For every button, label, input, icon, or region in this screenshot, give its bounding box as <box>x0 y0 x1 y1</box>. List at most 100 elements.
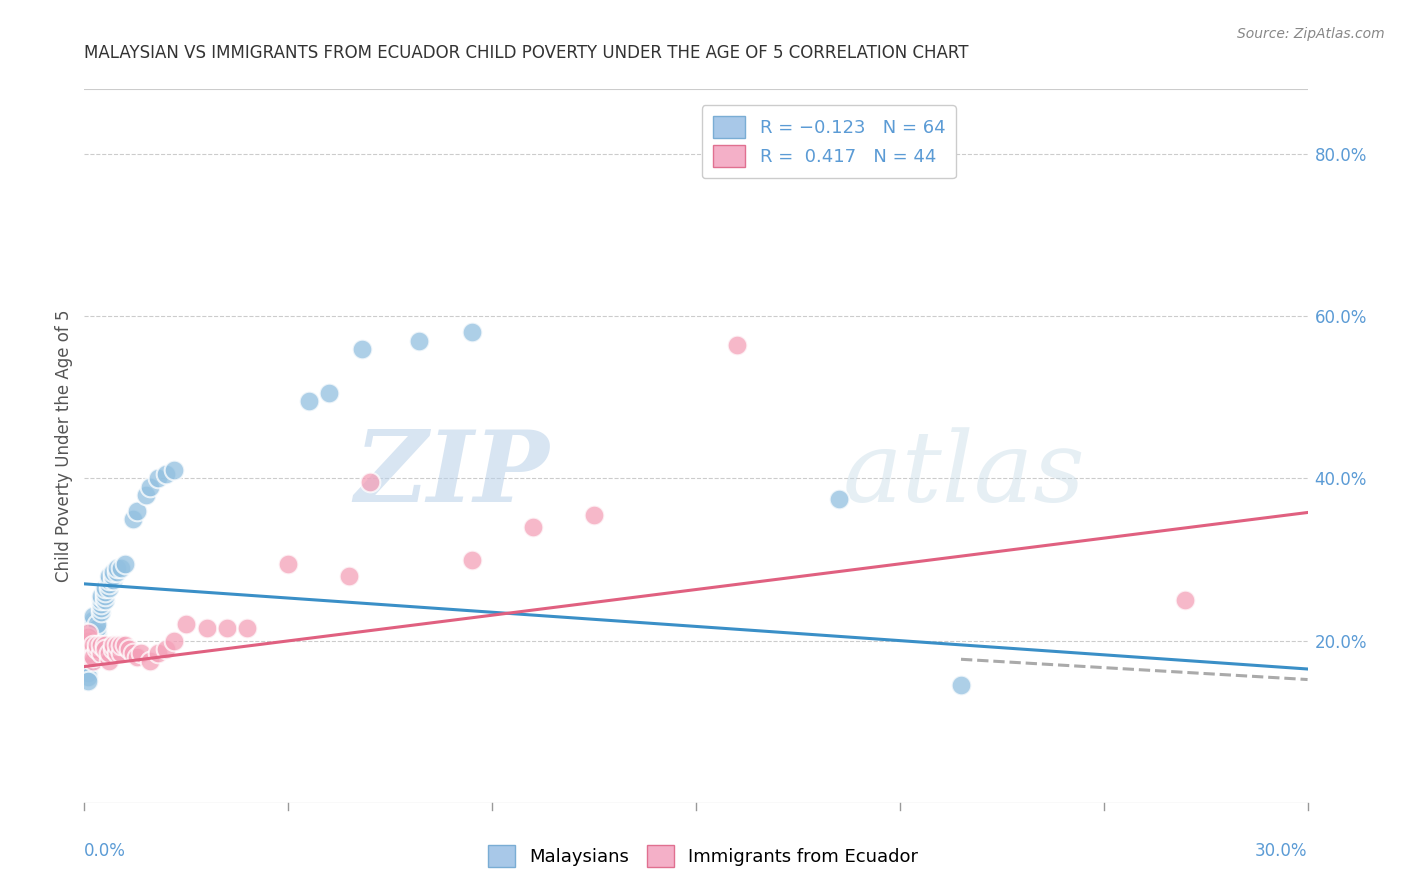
Point <box>176 617 198 632</box>
Point <box>135 488 157 502</box>
Point <box>97 573 120 587</box>
Point <box>97 577 120 591</box>
Point <box>97 581 120 595</box>
Point <box>77 638 100 652</box>
Point <box>90 589 112 603</box>
Point <box>110 646 132 660</box>
Point <box>77 674 100 689</box>
Y-axis label: Child Poverty Under the Age of 5: Child Poverty Under the Age of 5 <box>55 310 73 582</box>
Point <box>93 581 117 595</box>
Point <box>236 622 259 636</box>
Point <box>86 625 108 640</box>
Point <box>318 386 340 401</box>
Point <box>77 630 100 644</box>
Point <box>77 633 100 648</box>
Legend: Malaysians, Immigrants from Ecuador: Malaysians, Immigrants from Ecuador <box>481 838 925 874</box>
Point <box>350 342 373 356</box>
Point <box>828 491 851 506</box>
Point <box>93 638 117 652</box>
Point <box>146 646 169 660</box>
Point <box>77 622 100 636</box>
Point <box>146 471 169 485</box>
Point <box>110 560 132 574</box>
Point <box>114 557 136 571</box>
Point <box>93 641 117 656</box>
Point <box>522 520 544 534</box>
Point <box>86 638 108 652</box>
Text: 0.0%: 0.0% <box>84 842 127 860</box>
Point <box>461 552 484 566</box>
Point <box>298 394 321 409</box>
Point <box>93 585 117 599</box>
Point <box>93 593 117 607</box>
Point <box>77 641 100 656</box>
Point <box>122 512 145 526</box>
Point <box>77 633 100 648</box>
Point <box>127 649 149 664</box>
Point <box>155 641 177 656</box>
Legend: R = −0.123   N = 64, R =  0.417   N = 44: R = −0.123 N = 64, R = 0.417 N = 44 <box>702 105 956 178</box>
Point <box>86 617 108 632</box>
Point <box>277 557 299 571</box>
Point <box>105 638 128 652</box>
Point <box>118 641 141 656</box>
Point <box>82 641 104 656</box>
Point <box>359 475 381 490</box>
Text: Source: ZipAtlas.com: Source: ZipAtlas.com <box>1237 27 1385 41</box>
Point <box>82 625 104 640</box>
Point <box>82 654 104 668</box>
Point <box>77 670 100 684</box>
Point <box>77 633 100 648</box>
Point <box>77 625 100 640</box>
Point <box>82 622 104 636</box>
Point <box>82 609 104 624</box>
Point <box>82 649 104 664</box>
Point <box>97 654 120 668</box>
Point <box>155 467 177 482</box>
Point <box>77 625 100 640</box>
Point <box>82 617 104 632</box>
Point <box>82 638 104 652</box>
Point <box>97 568 120 582</box>
Point <box>86 630 108 644</box>
Point <box>82 633 104 648</box>
Point <box>86 633 108 648</box>
Text: 30.0%: 30.0% <box>1256 842 1308 860</box>
Point <box>163 633 186 648</box>
Point <box>583 508 606 522</box>
Point <box>77 646 100 660</box>
Point <box>461 326 484 340</box>
Point <box>77 638 100 652</box>
Point <box>101 638 124 652</box>
Point <box>77 666 100 681</box>
Point <box>110 638 132 652</box>
Point <box>138 479 160 493</box>
Point <box>90 601 112 615</box>
Point <box>77 646 100 660</box>
Point <box>217 622 239 636</box>
Point <box>101 641 124 656</box>
Text: ZIP: ZIP <box>354 426 550 523</box>
Point <box>77 654 100 668</box>
Point <box>97 646 120 660</box>
Point <box>101 573 124 587</box>
Point <box>86 638 108 652</box>
Point <box>77 638 100 652</box>
Point <box>408 334 430 348</box>
Point <box>950 678 973 692</box>
Point <box>339 568 361 582</box>
Point <box>93 589 117 603</box>
Point <box>82 630 104 644</box>
Text: MALAYSIAN VS IMMIGRANTS FROM ECUADOR CHILD POVERTY UNDER THE AGE OF 5 CORRELATIO: MALAYSIAN VS IMMIGRANTS FROM ECUADOR CHI… <box>84 45 969 62</box>
Point <box>131 646 153 660</box>
Point <box>105 646 128 660</box>
Point <box>114 638 136 652</box>
Point <box>1174 593 1197 607</box>
Point <box>90 597 112 611</box>
Point <box>90 605 112 619</box>
Point <box>101 565 124 579</box>
Point <box>101 568 124 582</box>
Point <box>82 646 104 660</box>
Point <box>105 565 128 579</box>
Point <box>86 641 108 656</box>
